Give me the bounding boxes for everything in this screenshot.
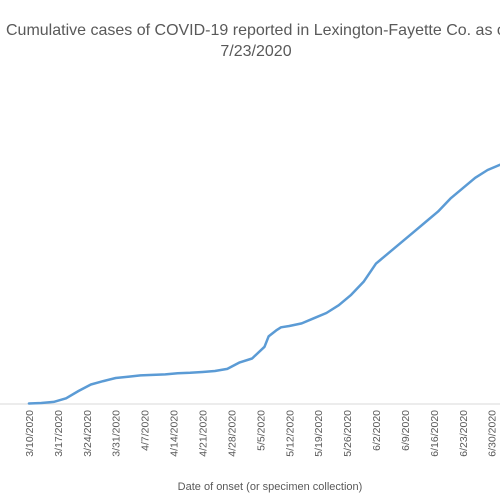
x-tick-label: 6/30/2020 <box>487 410 499 457</box>
x-tick-label: 6/23/2020 <box>458 410 470 457</box>
x-tick-label: 6/9/2020 <box>400 410 412 451</box>
x-tick-label: 3/17/2020 <box>53 410 65 457</box>
x-tick-label: 5/12/2020 <box>284 410 296 457</box>
chart-title-line1: Cumulative cases of COVID-19 reported in… <box>6 22 500 39</box>
chart-title-line2: 7/23/2020 <box>220 43 292 60</box>
x-tick-label: 5/26/2020 <box>342 410 354 457</box>
series-layer <box>27 163 500 405</box>
series-line <box>27 163 500 405</box>
x-axis-ticks: 3/10/2020 3/17/2020 3/24/2020 3/31/2020 4/7/… <box>24 410 499 457</box>
x-tick-label: 5/19/2020 <box>313 410 325 457</box>
chart-title: Cumulative cases of COVID-19 reported in… <box>0 20 500 62</box>
x-tick-label: 6/2/2020 <box>371 410 383 451</box>
x-tick-label: 5/5/2020 <box>255 410 267 451</box>
x-tick-label: 4/28/2020 <box>226 410 238 457</box>
x-tick-label: 3/24/2020 <box>82 410 94 457</box>
x-tick-label: 3/10/2020 <box>24 410 36 457</box>
x-tick-label: 3/31/2020 <box>111 410 123 457</box>
x-tick-label: 4/7/2020 <box>140 410 152 451</box>
x-tick-label: 4/21/2020 <box>197 410 209 457</box>
x-tick-label: 6/16/2020 <box>429 410 441 457</box>
x-tick-label: 4/14/2020 <box>169 410 181 457</box>
x-axis-label: Date of onset (or specimen collection) <box>178 481 363 493</box>
